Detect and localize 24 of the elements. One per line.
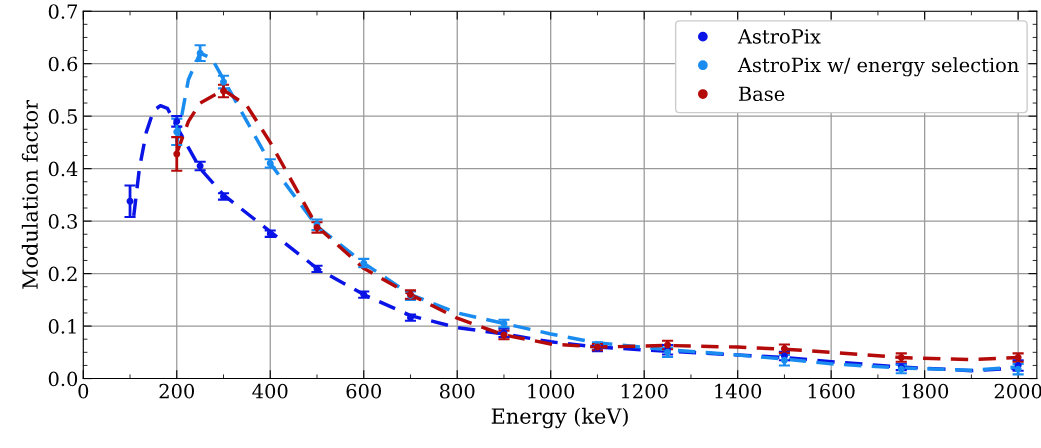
x-tick-label: 1800 [902,383,949,399]
legend-label: AstroPix [737,29,821,44]
legend-label: AstroPix w/ energy selection [737,57,1019,77]
legend-label: Base [738,86,785,102]
x-tick-label: 2000 [994,383,1041,399]
x-tick-label: 1400 [715,383,762,399]
y-tick-label: 0.0 [48,371,78,387]
x-tick-label: 1600 [808,383,855,399]
y-axis-title: Modulation factor [21,99,38,289]
x-tick-label: 800 [439,383,475,399]
y-tick-label: 0.5 [48,109,77,124]
x-axis-title: Energy (keV) [491,407,628,429]
y-tick-label: 0.2 [48,266,77,282]
x-tick-label: 200 [159,383,195,399]
x-tick-label: 0 [78,383,89,399]
y-tick-label: 0.4 [48,161,78,177]
x-tick-label: 400 [252,383,288,399]
y-tick-label: 0.7 [48,4,78,19]
x-tick-label: 1200 [621,383,668,399]
x-tick-label: 600 [346,383,381,399]
x-tick-label: 1000 [528,383,575,399]
y-tick-label: 0.3 [48,214,77,229]
y-tick-label: 0.6 [48,56,78,72]
y-tick-label: 0.1 [48,319,76,334]
